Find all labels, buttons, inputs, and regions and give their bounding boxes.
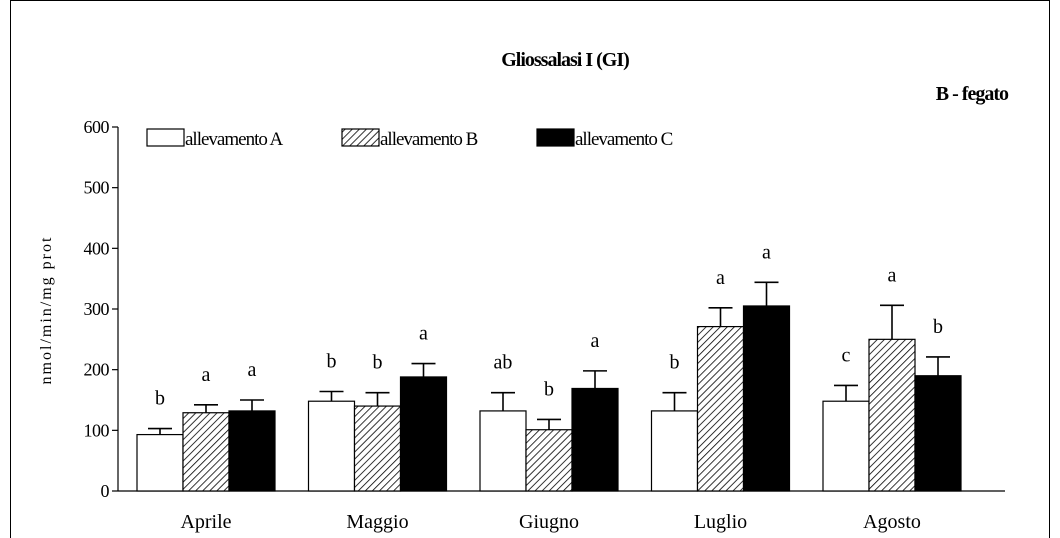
bar <box>914 375 962 492</box>
significance-letter: ab <box>494 352 513 374</box>
bar <box>868 338 916 492</box>
y-tick-label: 200 <box>84 360 110 380</box>
significance-letter: c <box>842 344 851 366</box>
significance-letter: b <box>155 388 165 410</box>
y-axis-label: nmol/min/mg prot <box>38 236 55 385</box>
x-tick-label: Aprile <box>180 511 231 533</box>
bar <box>571 387 619 492</box>
y-axis: 0 100 200 300 400 500 600 <box>84 117 119 501</box>
y-tick-label: 300 <box>84 299 110 319</box>
significance-letter: a <box>888 264 897 286</box>
bar <box>696 325 745 492</box>
bar <box>525 429 573 492</box>
significance-letter: a <box>591 330 600 352</box>
bar <box>228 410 276 492</box>
chart-frame <box>10 0 1050 538</box>
significance-letter: a <box>248 359 257 381</box>
y-tick-label: 400 <box>84 238 110 258</box>
legend-label: allevamento C <box>575 129 673 150</box>
bar <box>479 410 527 492</box>
legend: allevamento A allevamento B allevamento C <box>146 128 674 150</box>
y-tick-label: 600 <box>84 117 110 137</box>
y-tick-label: 0 <box>101 481 110 501</box>
significance-letter: a <box>716 267 725 289</box>
chart-title: Gliossalasi I (GI) <box>501 49 629 71</box>
y-tick-label: 100 <box>84 420 110 440</box>
bar <box>742 305 791 492</box>
significance-letter: b <box>327 351 337 373</box>
x-tick-label: Maggio <box>346 511 408 533</box>
x-tick-label: Agosto <box>863 511 921 533</box>
significance-letter: b <box>373 352 383 374</box>
significance-letter: a <box>202 364 211 386</box>
y-tick-label: 500 <box>84 178 110 198</box>
bar <box>399 376 448 492</box>
significance-letter: b <box>933 316 943 338</box>
bar <box>182 412 230 492</box>
legend-swatch <box>536 128 575 147</box>
bar <box>353 405 402 492</box>
legend-label: allevamento A <box>185 129 284 150</box>
x-tick-label: Luglio <box>694 511 747 533</box>
bar <box>650 410 699 492</box>
significance-letter: b <box>544 378 554 400</box>
significance-letter: a <box>762 241 771 263</box>
significance-letter: b <box>670 352 680 374</box>
bar <box>822 400 870 492</box>
bar <box>136 433 184 492</box>
bar <box>307 400 356 492</box>
legend-swatch <box>146 128 185 147</box>
chart-subtitle: B - fegato <box>936 83 1009 105</box>
legend-swatch <box>341 128 380 147</box>
x-axis: Aprile Maggio Giugno Luglio Agosto <box>118 490 1005 533</box>
x-tick-label: Giugno <box>519 511 579 533</box>
significance-letter: a <box>419 323 428 345</box>
legend-label: allevamento B <box>380 129 478 150</box>
